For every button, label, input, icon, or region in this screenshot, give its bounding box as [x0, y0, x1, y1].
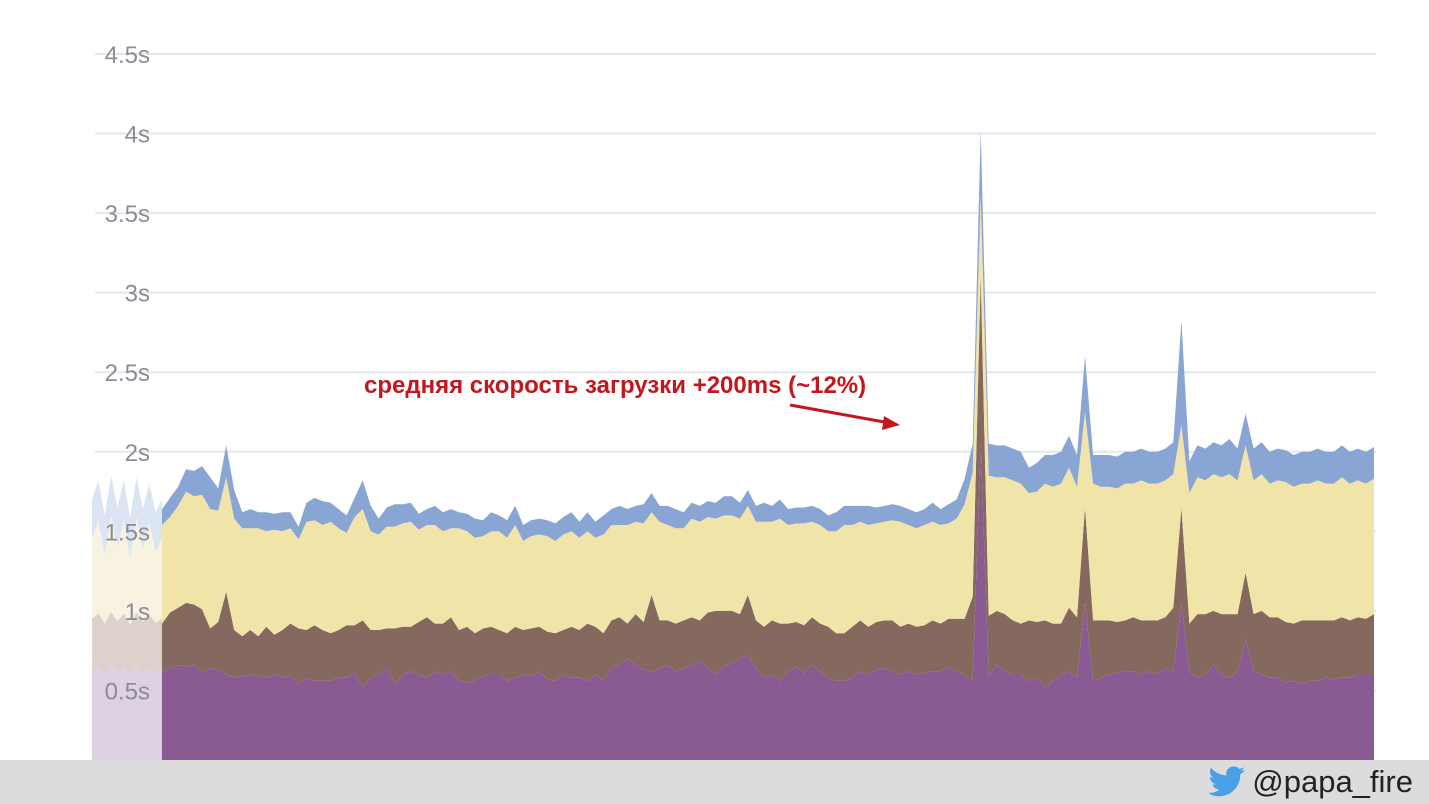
annotation-arrow-group [789, 403, 900, 430]
twitter-handle[interactable]: @papa_fire [1208, 764, 1413, 800]
faded-area-1 [92, 664, 162, 770]
y-tick-label: 4.5s [105, 42, 150, 69]
y-tick-label: 4s [125, 122, 150, 149]
faded-area-4 [92, 475, 162, 559]
y-tick-label: 1s [125, 599, 150, 626]
y-tick-label: 3.5s [105, 201, 150, 228]
y-tick-label: 3s [125, 281, 150, 308]
y-tick-label: 2.5s [105, 360, 150, 387]
faded-left-region [92, 475, 162, 770]
y-tick-label: 1.5s [105, 519, 150, 546]
area-series-2 [162, 276, 1374, 688]
chart-areas [162, 130, 1374, 770]
area-series-1 [162, 443, 1374, 770]
y-tick-label: 2s [125, 440, 150, 467]
faded-area-2 [92, 611, 162, 678]
y-tick-label: 0.5s [105, 678, 150, 705]
area-series-4 [162, 130, 1374, 541]
y-axis-ticks: 0.5s 1s 1.5s 2s 2.5s 3s 3.5s 4s 4.5s [105, 42, 150, 705]
handle-text: @papa_fire [1252, 764, 1413, 799]
annotation-arrow-line [789, 403, 891, 425]
faded-area-3 [92, 515, 162, 625]
area-series-3 [162, 194, 1374, 637]
chart-annotation: средняя скорость загрузки +200ms (~12%) [364, 372, 867, 399]
twitter-bird-icon [1208, 766, 1246, 798]
footer-bar [0, 760, 1429, 804]
annotation-arrow-head [882, 416, 900, 430]
